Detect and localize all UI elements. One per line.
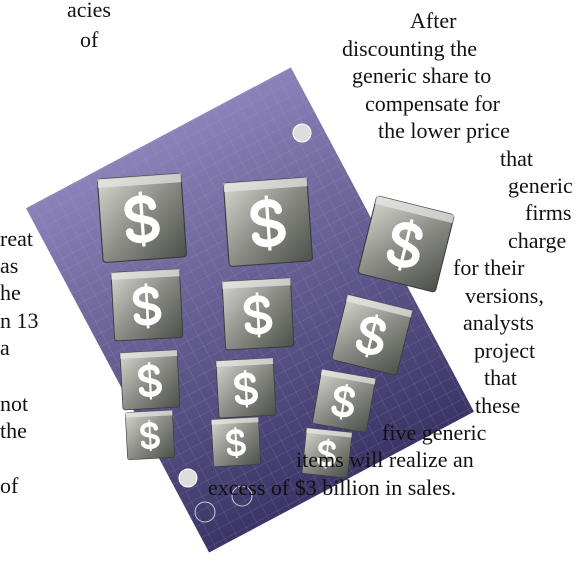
text-line: After <box>410 8 456 34</box>
text-line: for their <box>453 255 524 281</box>
text-line: discounting the <box>342 36 477 62</box>
text-line: these <box>475 393 520 419</box>
text-line: generic share to <box>352 63 491 89</box>
text-line: of <box>80 27 98 53</box>
text-line: the <box>0 418 27 444</box>
text-line: the lower price <box>378 118 510 144</box>
text-line: excess of $3 billion in sales. <box>208 475 456 501</box>
text-line: project <box>474 338 535 364</box>
text-line: not <box>0 391 28 417</box>
text-line: versions, <box>465 283 544 309</box>
text-line: five generic <box>382 420 486 446</box>
text-line: a <box>0 335 10 361</box>
text-line: acies <box>67 0 111 23</box>
page: {"left_column": {"lines": ["acies", "of"… <box>0 0 579 579</box>
text-line: items will realize an <box>296 447 474 473</box>
text-line: firms <box>525 200 571 226</box>
text-line: reat <box>0 226 33 252</box>
text-line: he <box>0 280 21 306</box>
text-line: charge <box>508 228 566 254</box>
text-line: of <box>0 473 18 499</box>
text-line: generic <box>508 173 573 199</box>
text-line: n 13 <box>0 308 39 334</box>
text-line: that <box>484 365 517 391</box>
text-line: analysts <box>463 310 534 336</box>
text-line: as <box>0 253 18 279</box>
text-line: compensate for <box>365 91 500 117</box>
text-line: that <box>500 146 533 172</box>
